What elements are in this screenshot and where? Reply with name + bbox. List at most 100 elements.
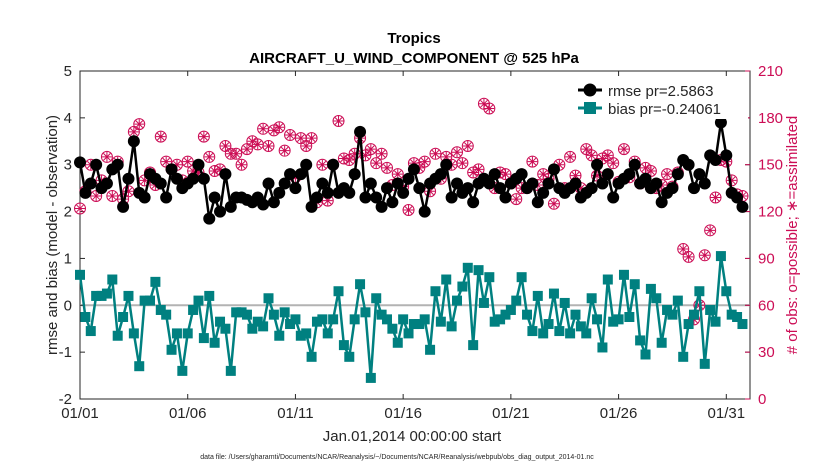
bias-point	[360, 307, 371, 318]
bias-point	[107, 274, 118, 285]
tick-layer: -2 -1 0 1 2 3 4 5 0 30 60 90 120 150 180 210 01/01 01/06 0…	[59, 63, 783, 422]
rmse-point	[585, 182, 598, 195]
bias-point	[403, 328, 414, 339]
obs-possible-marker	[100, 150, 113, 163]
obs-assimilated-marker	[538, 169, 549, 180]
rmse-point	[74, 156, 86, 169]
obs-assimilated-marker	[333, 115, 344, 126]
bias-point	[597, 342, 608, 353]
obs-possible-marker	[74, 202, 86, 215]
obs-possible-marker	[278, 144, 291, 157]
bias-point	[145, 295, 156, 306]
y-tick-label-right: 90	[758, 250, 775, 267]
rmse-point	[111, 158, 124, 171]
bias-point	[425, 344, 436, 355]
obs-possible-marker	[461, 139, 474, 152]
y-axis-label-right: # of obs: o=possible; ∗=assimilated	[784, 116, 801, 355]
rmse-point	[90, 158, 103, 171]
y-tick-label-left: 5	[64, 63, 72, 80]
rmse-point	[289, 182, 302, 195]
y-axis-label-left: rmse and bias (model - observation)	[44, 115, 61, 355]
obs-assimilated-marker	[452, 147, 463, 158]
obs-assimilated-marker	[678, 244, 689, 255]
bias-point	[215, 316, 226, 327]
obs-possible-marker	[585, 149, 598, 162]
obs-possible-marker	[617, 143, 630, 156]
obs-assimilated-marker	[139, 175, 150, 186]
obs-assimilated-marker	[128, 126, 139, 137]
legend: rmse pr=2.5863 bias pr=-0.24061	[572, 77, 748, 119]
rmse-point	[219, 168, 232, 181]
bias-point	[543, 319, 554, 330]
x-tick-label: 01/31	[708, 405, 746, 422]
bias-point	[274, 330, 285, 341]
obs-assimilated-marker	[365, 144, 376, 155]
bias-point	[570, 309, 581, 320]
legend-bias-label: bias pr=-0.24061	[608, 101, 721, 118]
rmse-point	[165, 163, 178, 176]
bias-point	[554, 326, 565, 337]
bias-point	[667, 309, 678, 320]
rmse-point	[294, 168, 307, 181]
y-tick-label-left: -2	[59, 391, 72, 408]
bias-point	[118, 312, 129, 322]
rmse-point	[693, 168, 706, 181]
bias-point	[193, 295, 204, 306]
rmse-point	[671, 168, 684, 181]
rmse-point	[364, 177, 377, 190]
obs-assimilated-marker	[75, 203, 85, 214]
bias-point	[328, 314, 339, 325]
obs-assimilated-marker	[290, 172, 301, 183]
bias-point	[387, 323, 398, 334]
obs-assimilated-marker	[274, 122, 285, 133]
rmse-point	[273, 186, 286, 199]
obs-assimilated-marker	[204, 151, 215, 162]
rmse-point	[203, 212, 216, 225]
rmse-point	[84, 177, 97, 190]
bias-point	[155, 304, 166, 315]
obs-assimilated-marker	[699, 250, 710, 261]
obs-possible-marker	[262, 139, 275, 152]
rmse-point	[327, 158, 340, 171]
rmse-point	[418, 205, 431, 218]
obs-assimilated-marker	[392, 169, 403, 180]
obs-assimilated-marker	[171, 159, 182, 170]
bias-point	[355, 279, 366, 290]
bias-point	[311, 316, 322, 327]
legend-box	[572, 77, 748, 119]
rmse-point	[391, 177, 404, 190]
bias-point	[586, 293, 597, 304]
bias-point	[694, 286, 705, 297]
obs-possible-marker	[181, 155, 194, 168]
rmse-point	[720, 149, 733, 162]
obs-assimilated-marker	[215, 164, 226, 175]
obs-assimilated-marker	[575, 183, 586, 194]
x-tick-label: 01/01	[61, 405, 99, 422]
bias-point	[462, 262, 473, 273]
y-tick-label-right: 60	[758, 297, 775, 314]
bias-point	[618, 269, 629, 280]
bias-point	[295, 330, 306, 341]
obs-assimilated-marker	[123, 186, 134, 197]
bias-point	[473, 265, 484, 276]
rmse-point	[310, 191, 323, 204]
rmse-point	[262, 177, 275, 190]
x-tick-label: 01/11	[277, 405, 313, 422]
bias-point	[613, 314, 624, 325]
bias-point	[376, 309, 387, 320]
bias-point	[123, 290, 134, 301]
rmse-point	[666, 182, 679, 195]
rmse-point	[413, 182, 426, 195]
bias-point	[322, 328, 333, 339]
obs-possible-marker	[230, 147, 243, 160]
bias-point	[468, 340, 479, 351]
obs-assimilated-marker	[473, 164, 484, 175]
bias-point	[80, 312, 91, 322]
bias-point	[602, 274, 613, 285]
rmse-point	[531, 196, 544, 209]
rmse-point	[343, 186, 356, 199]
rmse-point	[154, 177, 167, 190]
bias-point	[317, 314, 328, 325]
bias-point	[688, 309, 699, 320]
bias-point	[430, 286, 441, 297]
